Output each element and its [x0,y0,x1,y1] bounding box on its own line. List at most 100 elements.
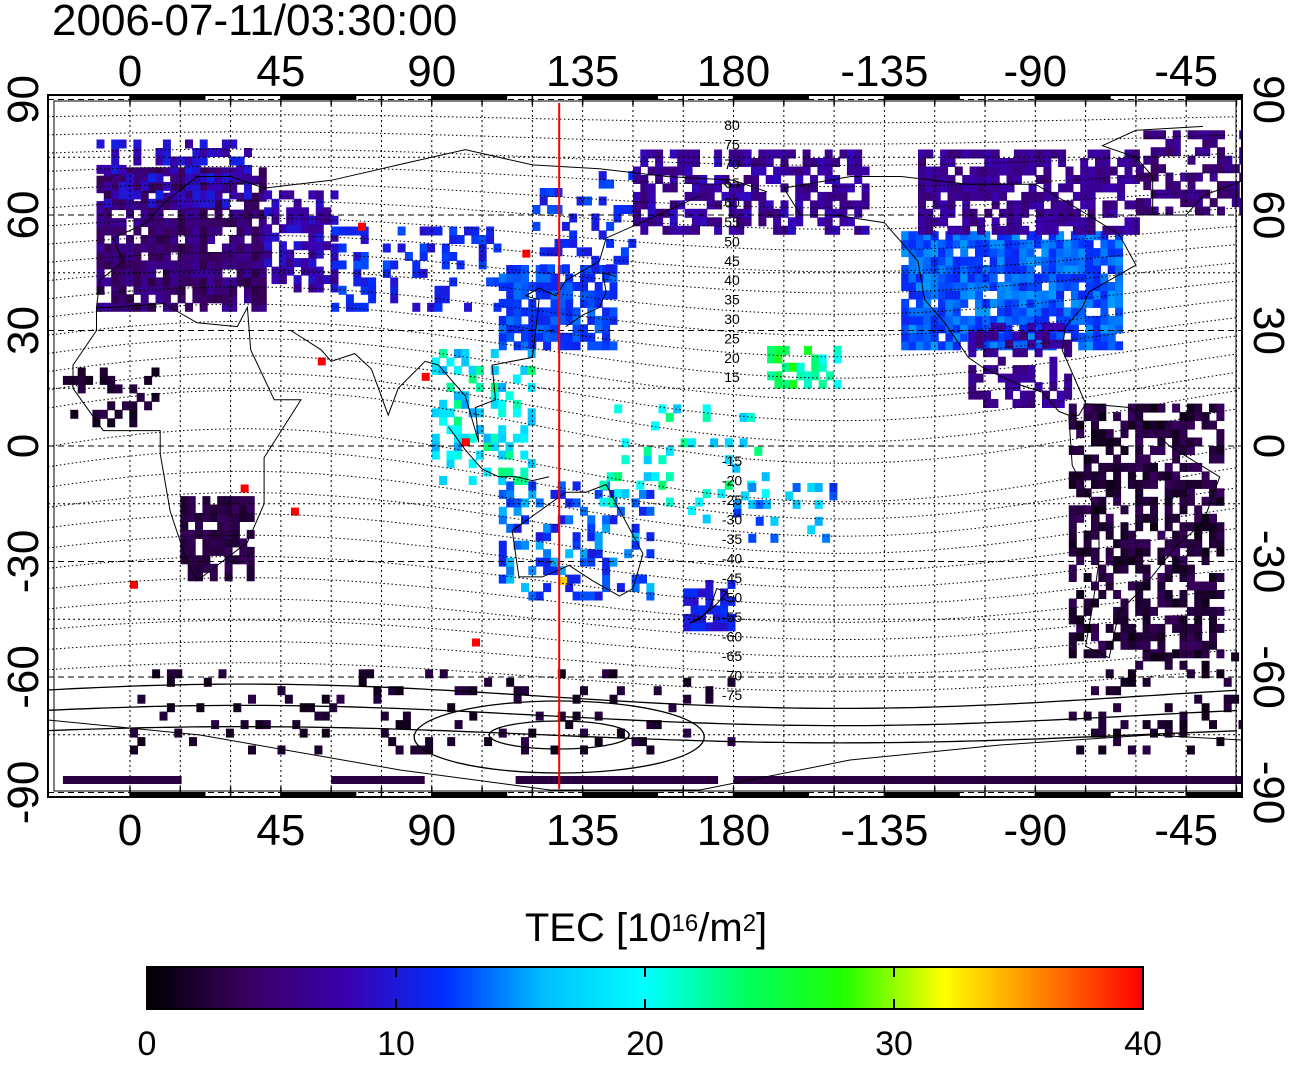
tec-cell [706,200,715,210]
tec-cell [655,166,664,176]
tec-cell [1072,225,1081,235]
tec-cell [177,156,186,166]
tec-cell [148,218,157,228]
tec-cell [1194,198,1203,208]
tec-cell [1115,256,1124,266]
tec-cell [126,294,134,304]
tec-cell [977,175,985,184]
tec-cell [1142,513,1151,523]
lat-tick-label-left: 60 [0,191,48,240]
tec-cell [527,382,536,392]
tec-cell [765,158,774,167]
tec-cell [814,516,823,526]
tec-cell [1091,505,1099,515]
tec-cell [1142,623,1151,633]
tec-cell [1186,640,1195,650]
tec-cell [177,198,186,208]
tec-cell [1019,324,1028,334]
tec-cell [221,184,230,194]
tec-cell [587,549,596,559]
tec-cell [587,332,596,342]
tec-cell [217,504,226,514]
tec-cell [1064,339,1073,349]
tec-cell [945,282,954,291]
tec-cell [1028,158,1037,167]
tec-cell [236,268,245,278]
tec-cell [818,379,827,389]
tec-cell [1209,640,1217,650]
tec-cell [1093,290,1101,300]
tec-cell [609,307,618,317]
tec-cell [646,745,655,755]
tec-cell [1157,429,1166,439]
tec-cell [258,268,267,278]
tec-cell [224,529,233,539]
tec-cell [1120,720,1129,730]
tec-cell [1209,130,1218,140]
tec-cell [111,285,120,295]
tec-cell [1172,181,1181,191]
tec-cell [199,198,208,208]
tec-cell [1093,298,1101,308]
tec-cell [490,382,499,392]
tec-cell [1186,564,1195,574]
tec-cell [802,166,811,176]
tec-cell [140,192,149,202]
tec-cell [484,677,493,687]
tec-cell [1165,189,1174,199]
tec-cell [640,158,649,167]
tec-cell [214,277,223,287]
tec-cell [1157,420,1166,430]
tec-cell [1087,166,1096,176]
tec-cell [498,515,507,525]
tec-cell [107,401,116,411]
frame-band [431,792,508,797]
tec-cell [476,450,484,460]
tec-cell [598,171,607,181]
tec-cell [720,613,729,623]
tec-cell [214,226,223,236]
tec-cell [129,418,138,428]
tec-cell [539,247,548,257]
tec-cell [1048,256,1057,266]
tec-cell [1217,206,1225,216]
tec-cell [1107,332,1116,342]
tec-cell [395,686,404,696]
tec-cell [133,201,142,211]
tec-cell [397,226,406,236]
tec-cell [962,217,971,227]
tec-cell [621,438,630,448]
tec-cell [915,231,924,241]
tec-cell [236,209,245,219]
tec-cell [449,235,458,244]
tec-cell [960,315,969,325]
tec-cell [103,243,112,253]
tec-cell [1068,711,1077,721]
tec-cell [1048,231,1057,241]
tec-cell [787,166,796,176]
tec-cell [1056,265,1065,274]
tec-cell [199,268,208,278]
tec-cell [1105,462,1114,472]
tec-cell [1216,530,1225,540]
tec-cell [1085,298,1094,308]
tec-cell [923,341,932,351]
tec-cell [952,324,961,334]
tec-cell [1120,564,1129,574]
tec-cell [498,324,507,334]
tec-cell [1186,522,1195,532]
contour-label: -55 [722,609,742,625]
tec-cell [476,365,484,375]
tec-cell [773,175,782,184]
tec-cell [1063,248,1072,258]
tec-cell [1201,547,1210,557]
tec-cell [1091,522,1099,532]
tec-cell [1186,479,1195,489]
tec-cell [162,139,171,149]
tec-cell [1209,138,1218,148]
tec-cell [103,198,112,208]
tec-cell [901,298,910,308]
tec-cell [932,217,941,227]
geomag-contour [48,598,1237,640]
tec-cell [1034,324,1042,334]
